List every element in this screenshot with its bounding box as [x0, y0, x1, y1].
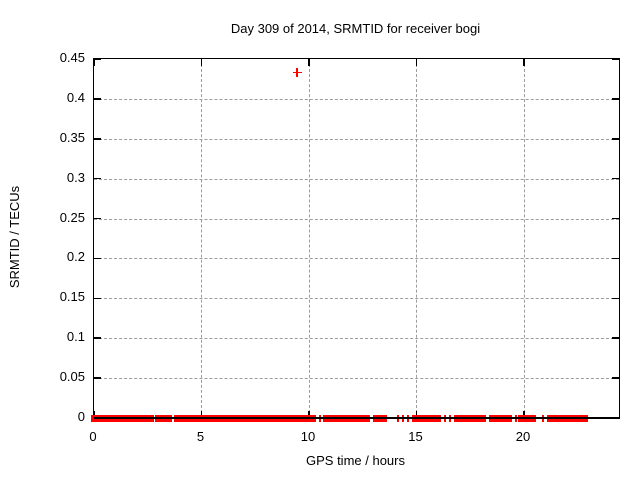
gridline-x-20 [523, 59, 525, 418]
x-tick-top-0 [93, 59, 95, 66]
gridline-x-10 [308, 59, 310, 418]
y-tick-right-0.35 [612, 138, 619, 140]
gridline-y-0.4 [94, 98, 619, 100]
y-tick-label: 0 [77, 409, 85, 424]
y-tick-left-0.1 [94, 337, 101, 339]
x-tick-label: 20 [515, 429, 531, 444]
x-tick-label: 5 [196, 429, 205, 444]
gridline-y-0.2 [94, 258, 619, 260]
y-tick-label: 0.4 [66, 89, 85, 105]
x-tick-top-20 [523, 59, 525, 66]
outlier-point [292, 68, 302, 78]
gridline-y-0.1 [94, 338, 619, 340]
y-tick-left-0.05 [94, 377, 101, 379]
x-tick-top-5 [200, 59, 203, 66]
x-tick-label: 0 [89, 429, 97, 444]
gridline-y-0.25 [94, 218, 619, 220]
y-tick-right-0.05 [612, 377, 619, 379]
gridline-y-0.05 [94, 378, 619, 380]
y-tick-left-0.15 [94, 297, 101, 300]
gridline-y-0.3 [94, 178, 619, 180]
x-tick-label: 15 [408, 429, 423, 444]
x-tick-top-10 [308, 59, 310, 66]
y-tick-right-0.4 [612, 98, 619, 100]
y-tick-label: 0.25 [59, 209, 85, 225]
gridline-y-0.35 [94, 138, 619, 140]
chart-title: Day 309 of 2014, SRMTID for receiver bog… [230, 21, 481, 36]
y-tick-right-0.1 [612, 337, 619, 339]
y-tick-label: 0.1 [66, 329, 85, 345]
y-tick-right-0.2 [612, 257, 619, 260]
y-tick-right-0.3 [612, 177, 619, 180]
x-tick-label: 10 [300, 429, 316, 444]
y-tick-right-0.45 [612, 58, 619, 60]
y-tick-right-0.15 [612, 297, 619, 300]
y-tick-left-0.25 [94, 217, 101, 220]
x-tick-top-15 [415, 59, 418, 66]
gridline-x-15 [416, 59, 418, 418]
gridline-y-0.15 [94, 298, 619, 300]
y-tick-label: 0.3 [66, 169, 85, 185]
y-tick-label: 0.35 [59, 129, 85, 145]
plot-area [91, 58, 620, 422]
y-tick-label: 0.2 [66, 249, 85, 265]
y-axis-label: SRMTID / TECUs [7, 185, 22, 289]
y-tick-left-0.35 [94, 138, 101, 140]
y-tick-left-0.4 [94, 98, 101, 100]
y-tick-left-0.3 [94, 177, 101, 180]
y-tick-right-0.25 [612, 217, 619, 220]
y-tick-label: 0.05 [59, 369, 85, 385]
y-tick-label: 0.45 [59, 50, 85, 65]
y-tick-left-0.2 [94, 257, 101, 260]
outlier-plus-vbar [296, 68, 299, 78]
x-axis-line [94, 417, 619, 419]
y-tick-left-0.45 [94, 58, 101, 60]
x-axis-label: GPS time / hours [306, 453, 405, 468]
gridline-x-5 [201, 59, 203, 418]
y-tick-label: 0.15 [59, 289, 85, 305]
